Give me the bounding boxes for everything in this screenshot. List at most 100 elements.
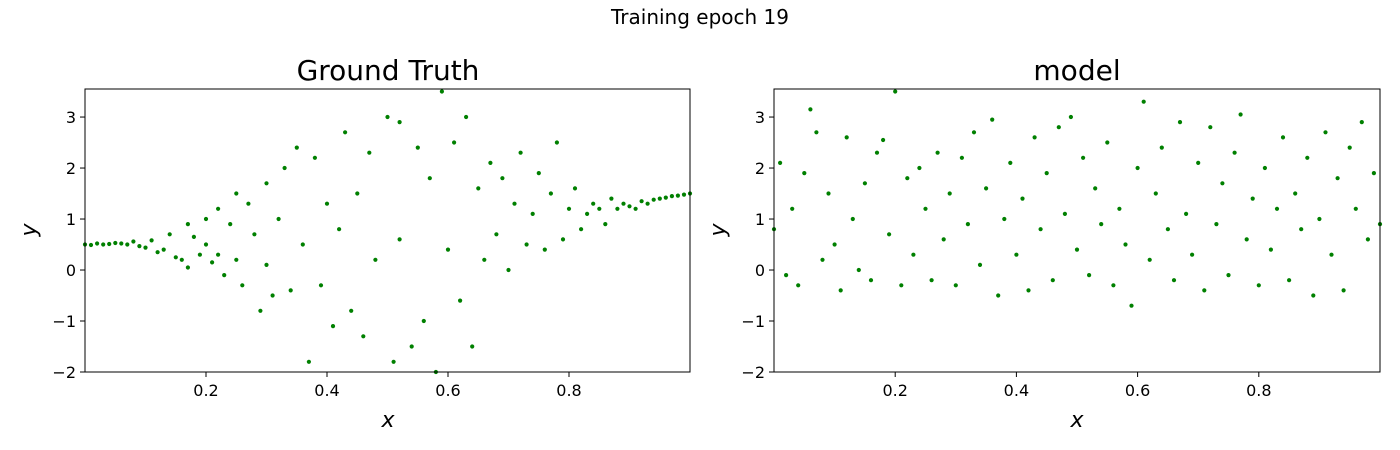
data-point [185,222,190,227]
data-point [445,247,451,252]
data-point [1280,135,1286,140]
data-point [131,239,136,244]
y-tick-label: 1 [755,210,765,229]
data-point [1184,211,1189,216]
data-point [458,298,463,303]
data-point [1111,283,1116,288]
data-point [88,242,94,248]
data-point [1177,120,1183,125]
data-point [1347,145,1352,150]
data-point [137,244,142,249]
data-point [947,191,952,196]
data-point [1153,191,1158,196]
data-point [1214,222,1219,227]
x-axis-label: x [380,408,395,433]
data-point [179,257,184,262]
y-tick-label: 3 [66,108,76,127]
data-point [240,283,245,288]
y-tick-label: 0 [755,261,765,280]
data-point [1014,252,1019,257]
data-point [343,130,348,135]
data-point [965,222,971,227]
data-point [494,232,499,237]
data-point [615,206,620,211]
data-point [518,150,523,155]
figure-suptitle: Training epoch 19 [610,5,789,29]
scatter-points [771,89,1383,308]
data-point [367,150,372,155]
data-point [1008,160,1013,165]
data-point [856,267,861,273]
data-point [167,232,172,237]
data-point [512,201,517,206]
data-point [264,181,269,186]
data-point [645,201,650,206]
data-point [657,196,662,201]
data-point [868,278,874,283]
data-point [95,241,100,246]
data-point [349,308,354,313]
data-point [971,130,977,135]
data-point [355,191,360,196]
data-point [1335,176,1340,181]
data-point [1044,171,1049,176]
x-tick-label: 0.4 [1004,381,1029,400]
data-point [107,241,112,247]
panel-title: Ground Truth [297,54,480,87]
data-point [681,192,687,197]
data-point [953,283,958,288]
x-tick-label: 0.2 [882,381,907,400]
y-tick-label: 0 [66,261,76,280]
data-point [391,359,396,364]
data-point [1268,247,1273,252]
x-tick-label: 0.8 [1246,381,1271,400]
panel-model: model 0.2 0.4 0.6 0.8 −2 −1 0 1 2 3 x y [706,54,1383,433]
plot-frame [773,88,1381,373]
data-point [1287,278,1292,283]
data-point [318,283,324,288]
data-point [1365,237,1370,242]
data-point [234,191,239,196]
data-point [282,165,287,171]
data-point [288,288,293,293]
data-point [385,114,390,120]
data-point [415,145,420,150]
data-point [506,267,511,273]
data-point [1311,293,1316,298]
data-point [1056,125,1061,130]
data-point [427,176,432,181]
data-point [439,89,444,94]
data-point [826,191,831,196]
data-point [470,344,475,349]
data-point [1226,273,1231,278]
panel-title: model [1033,54,1120,87]
data-point [554,140,560,145]
data-point [1081,155,1086,160]
y-tick-label: 3 [755,108,765,127]
data-point [125,242,130,247]
data-point [874,150,880,155]
data-point [1244,237,1249,242]
data-point [566,206,572,211]
data-point [1220,181,1225,186]
data-point [203,242,209,247]
y-axis-label: y [706,223,731,238]
data-point [185,265,190,270]
data-point [300,242,305,247]
data-point [548,191,554,196]
data-point [899,283,904,288]
data-point [452,140,457,145]
data-point [862,181,868,186]
data-point [234,257,239,262]
data-point [984,186,989,191]
data-point [524,242,529,247]
data-point [802,171,807,176]
data-point [294,145,299,150]
data-point [597,206,602,211]
data-point [585,211,590,216]
data-point [252,232,257,237]
data-point [1208,125,1213,130]
data-point [911,252,916,257]
data-point [832,242,837,247]
